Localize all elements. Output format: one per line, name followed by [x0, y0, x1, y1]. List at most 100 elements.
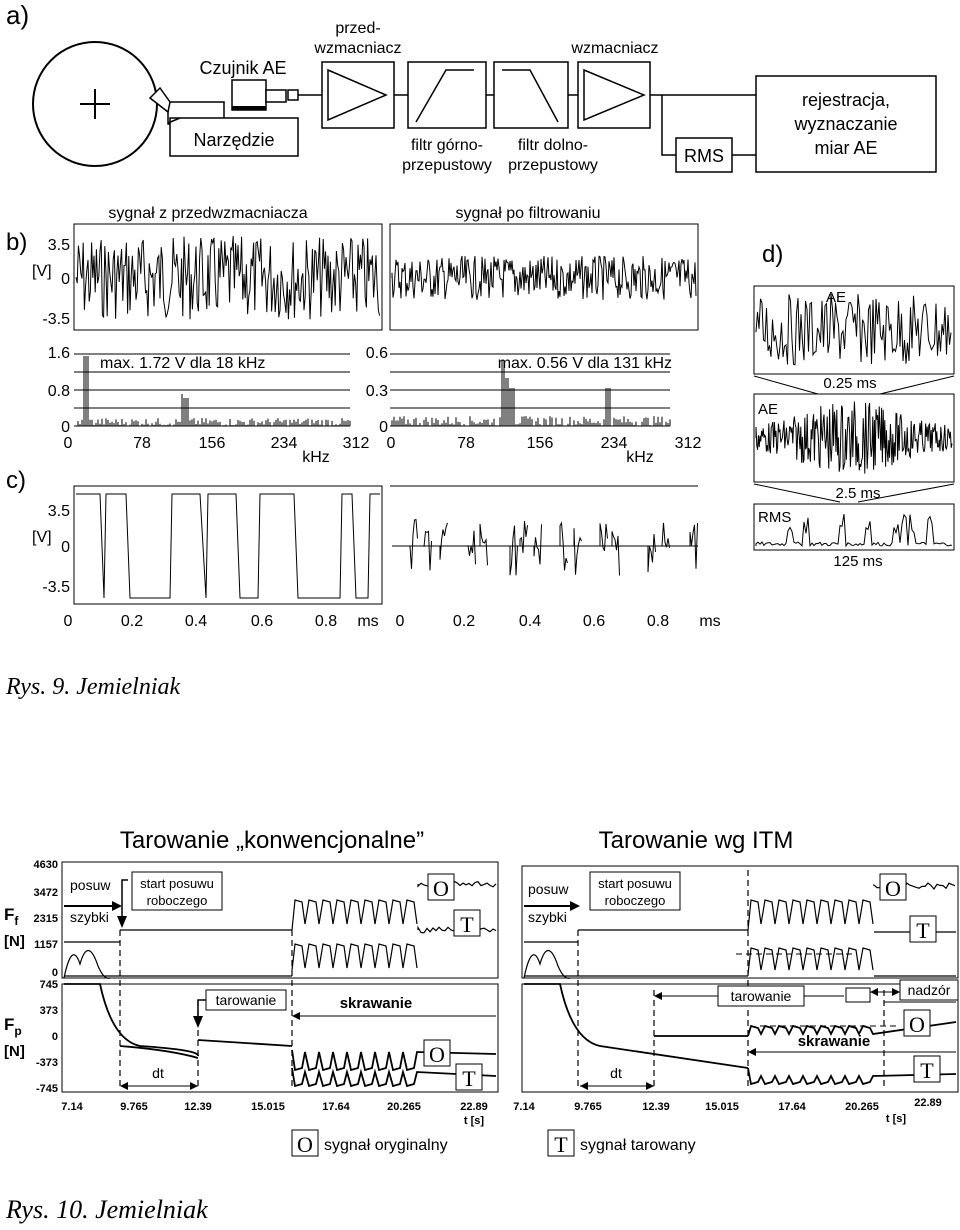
d-rms-trace — [755, 513, 952, 548]
right-fp-frame — [521, 983, 959, 1093]
right-fp-O-box — [903, 1009, 931, 1037]
left-fp-frame — [61, 983, 499, 1093]
d-scale-3: 125 ms — [833, 553, 882, 570]
right-skraw-label: skrawanie — [798, 1033, 871, 1050]
d-rms-label: RMS — [758, 509, 791, 526]
right-tar-box — [717, 985, 805, 1007]
rms-box-label: RMS — [684, 146, 724, 166]
c-y-unit: [V] — [32, 529, 52, 546]
left-tar-label: tarowanie — [216, 992, 277, 1008]
legend-tar: sygnał tarowany — [580, 1137, 696, 1154]
right-ff-T-box — [909, 915, 937, 943]
panel-c-label: c) — [6, 467, 26, 494]
left-fp-O-label: O — [429, 1042, 445, 1067]
d-ae-frame-2 — [753, 393, 955, 483]
lowpass-label-2: przepustowy — [508, 157, 598, 174]
spec-left-x-1: 78 — [133, 435, 151, 452]
fig10-title-right: Tarowanie wg ITM — [599, 827, 794, 854]
left-tar-box — [205, 989, 287, 1011]
spec-left-x-4: 312 — [343, 435, 370, 452]
spec-left-x-3: 234 — [271, 435, 298, 452]
fp-tick-4: -745 — [36, 1083, 58, 1095]
sensor-body — [231, 79, 267, 111]
recorder-label-3: miar AE — [814, 138, 877, 158]
left-skraw-label: skrawanie — [340, 995, 413, 1012]
filtered-signal-frame — [389, 223, 699, 331]
preamp-triangle — [327, 68, 388, 122]
legend-T-box — [547, 1129, 575, 1157]
ff-tick-0: 4630 — [34, 859, 58, 871]
lowpass-curve — [502, 69, 559, 123]
left-ff-T-label: T — [460, 912, 474, 937]
d-zoom-line-2b — [857, 483, 955, 503]
d-zoom-line-1a — [753, 375, 819, 395]
preamp-label-2: wzmacniacz — [313, 40, 401, 57]
right-ff-O-label: O — [885, 876, 901, 901]
left-skraw-arrowhead — [292, 1012, 300, 1020]
spec-right-y-2: 0 — [379, 419, 388, 436]
raw-signal-trace — [75, 236, 381, 320]
left-ff-T-box — [453, 909, 481, 937]
spec-left-max: max. 1.72 V dla 18 kHz — [100, 355, 265, 372]
right-x-0: 7.14 — [513, 1101, 535, 1113]
sensor-base — [232, 106, 266, 110]
ff-tick-4: 0 — [52, 967, 58, 979]
tool-edge — [167, 117, 181, 124]
sensor-label: Czujnik AE — [199, 58, 286, 78]
right-x-unit: t [s] — [886, 1113, 907, 1125]
right-nadzor-box — [899, 979, 959, 1001]
left-fp-T-label: T — [462, 1066, 476, 1091]
c-left-x-3: 0.6 — [251, 613, 273, 630]
d-scale-2: 2.5 ms — [835, 485, 880, 502]
right-x-6: 22.89 — [914, 1097, 942, 1109]
square-wave-trace — [76, 493, 380, 599]
c-right-x-4: 0.8 — [647, 613, 669, 630]
right-fp-T-label: T — [920, 1058, 934, 1083]
fp-tick-1: 373 — [40, 1005, 58, 1017]
panel-b-label: b) — [6, 229, 27, 256]
left-x-3: 15.015 — [251, 1101, 285, 1113]
fp-axis-label: Fp — [4, 1015, 22, 1038]
right-x-4: 17.64 — [778, 1101, 806, 1113]
left-posuw: posuw — [70, 877, 111, 893]
right-fp-O-label: O — [909, 1012, 925, 1037]
lowpass-label-1: filtr dolno- — [518, 137, 588, 154]
left-start-label-1: start posuwu — [140, 876, 214, 891]
spec-left-y-2: 0 — [61, 419, 70, 436]
right-skraw-arrowhead — [748, 1048, 756, 1056]
left-fp-traces — [64, 983, 497, 1088]
fp-axis-unit: [N] — [4, 1043, 25, 1060]
left-x-2: 12.39 — [184, 1101, 212, 1113]
b-y-zero: 0 — [61, 271, 70, 288]
recorder-box — [755, 75, 937, 173]
left-feed-arrowhead — [112, 901, 122, 911]
spec-right-y-0: 0.6 — [366, 345, 388, 362]
left-start-arrowhead — [117, 916, 127, 928]
d-ae-label-2: AE — [758, 401, 778, 418]
right-fp-traces — [524, 983, 957, 1086]
c-left-x-2: 0.4 — [185, 613, 207, 630]
right-dt-arrowhead-l — [580, 1082, 588, 1090]
left-start-box — [131, 871, 223, 911]
left-x-0: 7.14 — [61, 1101, 83, 1113]
right-ff-O-box — [879, 873, 907, 901]
d-ae-trace-2 — [755, 401, 953, 474]
right-fp-T-box — [913, 1055, 941, 1083]
right-nadzor-arrowhead-a — [870, 988, 878, 996]
d-ae-trace-1 — [755, 294, 952, 366]
left-x-1: 9.765 — [120, 1101, 148, 1113]
d-rms-frame — [753, 503, 955, 551]
legend-O-box — [291, 1129, 319, 1157]
recorder-label-1: rejestracja, — [802, 90, 890, 110]
spec-right-x-1: 78 — [457, 435, 475, 452]
left-dt-label: dt — [152, 1065, 164, 1081]
left-fp-O-box — [423, 1039, 451, 1067]
left-tar-pointer — [197, 999, 206, 1020]
b-y-top: 3.5 — [48, 237, 70, 254]
tool-body — [169, 117, 299, 157]
left-dt-arrowhead-l — [120, 1082, 128, 1090]
spectrum-left-bars — [77, 356, 351, 426]
spec-left-x-2: 156 — [199, 435, 226, 452]
tool-tip — [148, 86, 171, 114]
d-zoom-line-2a — [753, 483, 841, 503]
